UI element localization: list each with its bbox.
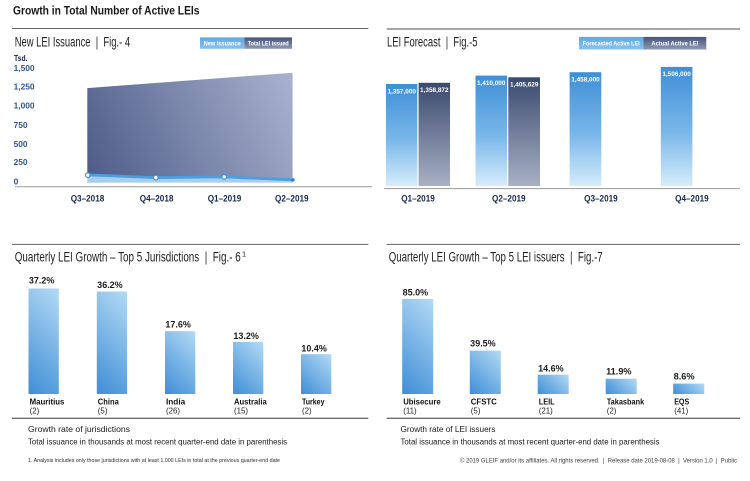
svg-text:11.9%: 11.9% <box>606 367 632 377</box>
svg-text:(11): (11) <box>403 407 417 416</box>
svg-text:(2): (2) <box>302 407 312 416</box>
svg-text:1. Analysis includes only thos: 1. Analysis includes only those jurisdic… <box>28 458 280 464</box>
svg-text:85.0%: 85.0% <box>403 287 429 297</box>
svg-text:8.6%: 8.6% <box>674 371 695 381</box>
svg-text:Q3–2019: Q3–2019 <box>584 192 618 203</box>
svg-text:Q4–2018: Q4–2018 <box>140 192 174 203</box>
svg-text:EQS: EQS <box>674 398 689 407</box>
svg-text:(5): (5) <box>98 407 108 416</box>
svg-text:Ubisecure: Ubisecure <box>403 398 441 407</box>
svg-text:China: China <box>98 398 120 407</box>
svg-text:© 2019 GLEIF and/or its affili: © 2019 GLEIF and/or its affiliates. All … <box>460 457 738 465</box>
svg-text:1,250: 1,250 <box>14 82 35 92</box>
svg-text:Tsd.: Tsd. <box>14 54 28 63</box>
svg-text:Takasbank: Takasbank <box>607 398 645 407</box>
svg-text:Q2–2019: Q2–2019 <box>275 192 309 203</box>
svg-text:(41): (41) <box>674 407 688 416</box>
svg-text:Growth rate of jurisdictions: Growth rate of jurisdictions <box>28 425 130 434</box>
svg-text:CFSTC: CFSTC <box>471 398 497 407</box>
svg-text:(21): (21) <box>539 407 553 416</box>
svg-text:LEIL: LEIL <box>539 398 555 407</box>
svg-text:Q4–2019: Q4–2019 <box>675 192 709 203</box>
svg-text:0: 0 <box>14 176 19 186</box>
svg-text:1,357,000: 1,357,000 <box>387 88 416 95</box>
svg-text:Total LEI issued: Total LEI issued <box>248 40 289 47</box>
svg-text:1,358,872: 1,358,872 <box>420 87 449 94</box>
svg-text:(2): (2) <box>607 407 617 416</box>
svg-text:1,506,000: 1,506,000 <box>662 71 691 78</box>
svg-text:New LEI Issuance | Fig.- 4: New LEI Issuance | Fig.- 4 <box>15 35 131 50</box>
svg-text:1,410,000: 1,410,000 <box>477 80 506 87</box>
svg-text:(26): (26) <box>166 407 180 416</box>
svg-text:Growth rate of LEI issuers: Growth rate of LEI issuers <box>401 425 496 434</box>
svg-text:Total issuance in thousands at: Total issuance in thousands at most rece… <box>401 437 660 446</box>
svg-text:750: 750 <box>14 120 28 130</box>
svg-text:Actual Active LEI: Actual Active LEI <box>651 40 698 47</box>
svg-text:Total issuance in thousands at: Total issuance in thousands at most rece… <box>28 437 287 446</box>
svg-text:1,458,000: 1,458,000 <box>571 77 600 84</box>
svg-text:Quarterly LEI Growth – Top 5 L: Quarterly LEI Growth – Top 5 LEI issuers… <box>389 250 603 265</box>
svg-text:39.5%: 39.5% <box>470 339 496 349</box>
svg-text:14.6%: 14.6% <box>538 364 564 374</box>
svg-text:37.2%: 37.2% <box>29 275 55 285</box>
svg-text:1,405,629: 1,405,629 <box>510 82 539 89</box>
svg-text:500: 500 <box>14 139 28 149</box>
svg-text:17.6%: 17.6% <box>165 320 191 330</box>
svg-text:36.2%: 36.2% <box>97 280 123 290</box>
svg-text:(5): (5) <box>471 407 481 416</box>
svg-text:Mauritius: Mauritius <box>30 398 65 407</box>
svg-text:10.4%: 10.4% <box>301 344 327 354</box>
svg-text:Q3–2018: Q3–2018 <box>71 192 105 203</box>
svg-text:Q1–2019: Q1–2019 <box>401 192 435 203</box>
svg-text:1: 1 <box>242 250 246 259</box>
svg-text:Turkey: Turkey <box>302 398 325 407</box>
svg-text:Growth in Total Number of Acti: Growth in Total Number of Active LEIs <box>13 3 200 17</box>
svg-text:Forecasted Active LEI: Forecasted Active LEI <box>583 40 640 47</box>
svg-text:1,000: 1,000 <box>14 101 35 111</box>
svg-text:(2): (2) <box>30 407 40 416</box>
svg-text:1,500: 1,500 <box>14 63 35 73</box>
svg-text:(15): (15) <box>234 407 248 416</box>
svg-text:India: India <box>166 398 186 407</box>
svg-text:LEI Forecast | Fig.-5: LEI Forecast | Fig.-5 <box>387 35 478 50</box>
svg-text:Q2–2019: Q2–2019 <box>492 192 526 203</box>
svg-text:New issuance: New issuance <box>204 40 241 47</box>
svg-text:Quarterly LEI Growth – Top 5 J: Quarterly LEI Growth – Top 5 Jurisdictio… <box>15 250 241 265</box>
svg-text:Q1–2019: Q1–2019 <box>208 192 242 203</box>
svg-text:13.2%: 13.2% <box>233 331 259 341</box>
svg-text:250: 250 <box>14 157 28 167</box>
svg-text:Australia: Australia <box>234 398 267 407</box>
